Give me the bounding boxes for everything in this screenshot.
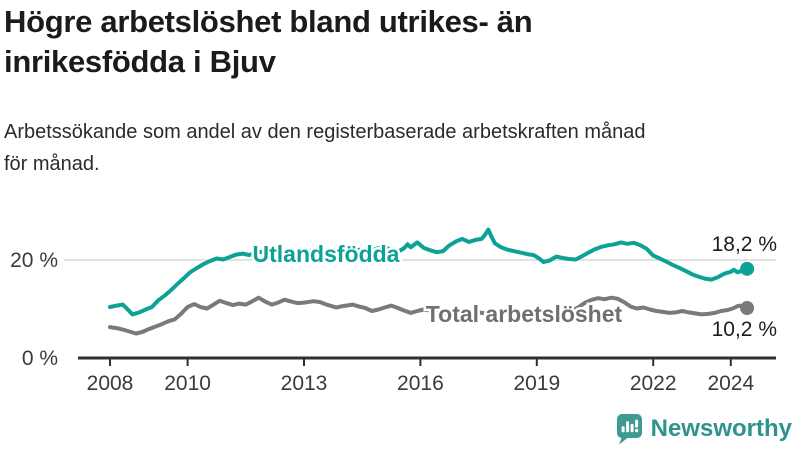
logo-bar-2 bbox=[625, 421, 629, 433]
chart-subtitle: Arbetssökande som andel av den registerb… bbox=[4, 116, 794, 180]
series-end-dot-1 bbox=[740, 301, 755, 316]
series-inline-label-0: Utlandsfödda bbox=[253, 241, 400, 267]
series-end-value-label: 18,2 % bbox=[712, 233, 777, 256]
logo-exclamation-bar bbox=[634, 419, 638, 428]
y-tick-label: 20 % bbox=[10, 249, 58, 272]
logo-bar-1 bbox=[621, 426, 625, 433]
page-title: Högre arbetslöshet bland utrikes- än inr… bbox=[4, 2, 784, 82]
x-tick-label: 2024 bbox=[707, 372, 754, 395]
series-line-utlandsf-dda bbox=[108, 227, 750, 317]
series-end-dot-0 bbox=[740, 261, 755, 276]
footer-brand: Newsworthy bbox=[614, 412, 792, 445]
logo-bubble-shape bbox=[616, 414, 642, 445]
x-tick-label: 2019 bbox=[513, 372, 560, 395]
title-line-2: inrikesfödda i Bjuv bbox=[4, 44, 276, 79]
series-end-value-label: 10,2 % bbox=[712, 318, 777, 341]
x-tick-label: 2016 bbox=[397, 372, 444, 395]
newsworthy-logo-icon bbox=[616, 414, 642, 445]
newsworthy-logo-text: Newsworthy bbox=[650, 414, 792, 442]
series-line-total-arbetsl-shet bbox=[108, 295, 750, 336]
series-inline-label-1: Total arbetslöshet bbox=[426, 301, 623, 327]
subtitle-line-1: Arbetssökande som andel av den registerb… bbox=[4, 121, 646, 143]
x-tick-label: 2022 bbox=[630, 372, 677, 395]
title-line-1: Högre arbetslöshet bland utrikes- än bbox=[4, 4, 533, 39]
x-tick-label: 2008 bbox=[87, 372, 134, 395]
x-tick-label: 2010 bbox=[164, 372, 211, 395]
logo-exclamation-dot bbox=[634, 428, 638, 433]
y-tick-label: 0 % bbox=[22, 347, 58, 370]
subtitle-line-2: för månad. bbox=[4, 153, 100, 175]
x-tick-label: 2013 bbox=[281, 372, 328, 395]
logo-bar-3 bbox=[630, 424, 634, 433]
